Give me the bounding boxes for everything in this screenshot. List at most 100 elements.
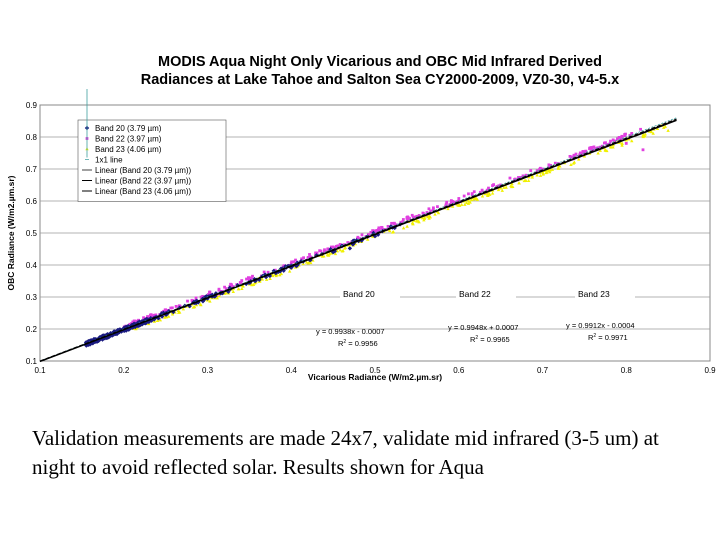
data-point: [508, 176, 512, 180]
data-point: [224, 287, 228, 291]
data-point: [294, 258, 297, 262]
data-point: [410, 213, 414, 217]
data-point: [463, 202, 467, 206]
data-point: [240, 279, 244, 282]
data-point: [472, 190, 476, 194]
data-point: [596, 151, 600, 155]
band-label-box: [340, 286, 400, 302]
data-point: [590, 146, 594, 149]
data-point: [470, 193, 474, 197]
legend-entry-label: 1x1 line: [95, 156, 123, 165]
data-point: [611, 145, 615, 149]
data-point: [358, 237, 362, 241]
data-point: [169, 306, 173, 310]
data-point: [592, 145, 596, 149]
data-point: [488, 192, 492, 196]
data-point: [496, 188, 501, 192]
fit-equation: y = 0.9948x + 0.0007: [448, 323, 518, 332]
data-point: [415, 214, 419, 218]
data-point: [449, 201, 453, 204]
data-point: [377, 228, 381, 231]
fit-lines: [39, 117, 677, 363]
data-point: [616, 137, 619, 141]
data-point: [217, 294, 221, 298]
data-point: [367, 233, 370, 237]
data-point: [550, 167, 555, 171]
data-point: [231, 285, 235, 289]
fit-r-squared: R2 = 0.9971: [588, 333, 628, 342]
data-point: [158, 318, 163, 322]
data-point: [641, 133, 645, 137]
one-to-one-line: [39, 117, 677, 362]
data-point: [132, 319, 136, 323]
data-point: [529, 169, 533, 172]
legend-entry-label: Linear (Band 22 (3.97 µm)): [95, 177, 192, 186]
data-point: [415, 218, 419, 222]
fit-annotations: Band 20 y = 0.9938x - 0.0007 R2 = 0.9956 Ba…: [316, 286, 635, 348]
data-point: [630, 132, 634, 135]
fit-r-squared: R2 = 0.9965: [470, 335, 510, 344]
data-point: [620, 137, 624, 141]
data-point: [538, 173, 543, 177]
legend-box: [77, 119, 227, 202]
y-tick-label: 0.8: [26, 133, 38, 142]
data-point: [624, 142, 628, 145]
data-point: [323, 248, 326, 252]
data-point: [584, 150, 588, 153]
data-point: [548, 165, 552, 169]
data-point: [85, 89, 89, 160]
data-point: [338, 248, 342, 252]
band-label-box: [575, 286, 635, 302]
data-point: [502, 185, 506, 189]
data-point: [306, 256, 310, 259]
data-point: [350, 242, 356, 247]
data-point: [457, 202, 461, 206]
x-tick-label: 0.4: [286, 366, 298, 375]
data-point: [436, 211, 441, 215]
x-tick-label: 0.5: [369, 366, 381, 375]
data-point: [490, 191, 495, 195]
data-point: [609, 139, 612, 143]
data-point: [641, 148, 645, 152]
data-point: [581, 151, 585, 155]
data-point: [271, 273, 275, 278]
data-point: [239, 281, 243, 284]
data-point: [302, 256, 305, 260]
data-point: [122, 325, 127, 330]
scatter-chart: MODIS Aqua Night Only Vicarious and OBC …: [6, 54, 716, 382]
data-point: [450, 204, 455, 208]
data-point: [369, 230, 373, 234]
data-point: [574, 152, 578, 156]
data-point: [427, 207, 431, 211]
x-axis-label: Vicarious Radiance (W/m2.µm.sr): [308, 372, 442, 382]
data-point: [314, 251, 318, 255]
data-point: [666, 128, 670, 132]
data-point: [588, 147, 591, 150]
y-tick-label: 0.9: [26, 101, 38, 110]
data-point: [320, 254, 325, 258]
x-tick-label: 0.3: [202, 366, 214, 375]
data-point: [129, 323, 135, 328]
data-point: [365, 237, 370, 241]
y-tick-label: 0.3: [26, 293, 38, 302]
data-point: [429, 209, 432, 213]
y-tick-label: 0.4: [26, 261, 38, 270]
data-point: [517, 176, 520, 179]
data-point: [251, 274, 254, 278]
data-point: [444, 202, 448, 206]
data-point: [485, 188, 489, 192]
data-point: [266, 270, 270, 274]
data-point: [425, 211, 429, 214]
data-point: [149, 313, 153, 317]
data-point: [553, 161, 557, 165]
data-point: [186, 299, 189, 303]
data-point: [268, 276, 272, 281]
fit-r-squared: R2 = 0.9956: [338, 339, 378, 348]
data-point: [603, 141, 606, 145]
data-point: [630, 139, 634, 143]
fit-line-series-3: [39, 119, 677, 363]
data-point: [662, 125, 666, 129]
data-point: [462, 194, 466, 198]
data-point: [453, 200, 456, 204]
data-point: [329, 245, 333, 249]
